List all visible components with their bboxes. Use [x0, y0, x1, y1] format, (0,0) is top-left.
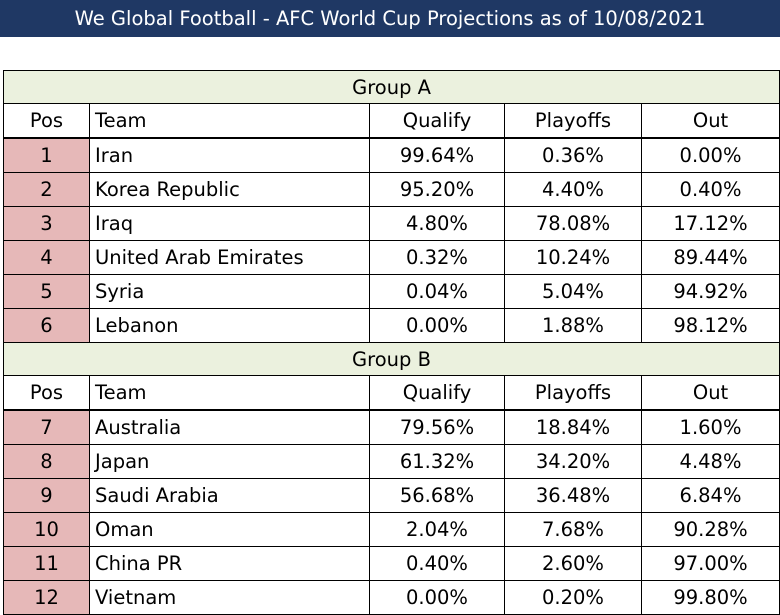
team-column-header: Team: [89, 375, 370, 411]
page-title: We Global Football - AFC World Cup Proje…: [0, 0, 780, 37]
table-row: 5 Syria 0.04% 5.04% 94.92%: [3, 274, 780, 309]
playoffs-cell: 5.04%: [504, 274, 642, 309]
out-cell: 0.00%: [640, 137, 780, 173]
team-cell: Syria: [89, 274, 370, 309]
out-cell: 1.60%: [640, 409, 780, 445]
playoffs-cell: 0.36%: [504, 137, 642, 173]
qualify-cell: 0.04%: [369, 274, 505, 309]
pos-cell: 2: [3, 172, 90, 207]
table-row: 2 Korea Republic 95.20% 4.40% 0.40%: [3, 172, 780, 207]
team-cell: Korea Republic: [89, 172, 370, 207]
group-name: Group B: [2, 342, 780, 376]
pos-cell: 6: [3, 308, 90, 343]
pos-cell: 10: [3, 512, 90, 547]
out-cell: 6.84%: [640, 478, 780, 513]
column-header-row: Pos Team Qualify Playoffs Out: [3, 375, 780, 411]
pos-column-header: Pos: [3, 103, 90, 139]
out-cell: 17.12%: [640, 206, 780, 241]
team-cell: Iraq: [89, 206, 370, 241]
pos-cell: 7: [3, 409, 90, 445]
playoffs-cell: 0.20%: [504, 580, 642, 615]
pos-cell: 1: [3, 137, 90, 173]
column-header-row: Pos Team Qualify Playoffs Out: [3, 103, 780, 139]
group-header-row: Group A: [2, 70, 780, 104]
qualify-cell: 56.68%: [369, 478, 505, 513]
out-cell: 89.44%: [640, 240, 780, 275]
playoffs-cell: 78.08%: [504, 206, 642, 241]
playoffs-cell: 10.24%: [504, 240, 642, 275]
team-cell: Japan: [89, 444, 370, 479]
pos-cell: 8: [3, 444, 90, 479]
group-name: Group A: [2, 70, 780, 104]
qualify-cell: 0.40%: [369, 546, 505, 581]
pos-cell: 9: [3, 478, 90, 513]
team-cell: China PR: [89, 546, 370, 581]
pos-cell: 4: [3, 240, 90, 275]
team-cell: Australia: [89, 409, 370, 445]
playoffs-cell: 18.84%: [504, 409, 642, 445]
playoffs-cell: 4.40%: [504, 172, 642, 207]
projections-table: Group A Pos Team Qualify Playoffs Out 1 …: [2, 70, 780, 615]
qualify-cell: 0.00%: [369, 308, 505, 343]
table-row: 9 Saudi Arabia 56.68% 36.48% 6.84%: [3, 478, 780, 513]
playoffs-cell: 36.48%: [504, 478, 642, 513]
out-cell: 98.12%: [640, 308, 780, 343]
playoffs-cell: 34.20%: [504, 444, 642, 479]
table-row: 3 Iraq 4.80% 78.08% 17.12%: [3, 206, 780, 241]
out-cell: 94.92%: [640, 274, 780, 309]
pos-column-header: Pos: [3, 375, 90, 411]
playoffs-cell: 7.68%: [504, 512, 642, 547]
pos-cell: 11: [3, 546, 90, 581]
qualify-cell: 61.32%: [369, 444, 505, 479]
qualify-cell: 95.20%: [369, 172, 505, 207]
qualify-cell: 79.56%: [369, 409, 505, 445]
qualify-column-header: Qualify: [369, 375, 505, 411]
team-cell: United Arab Emirates: [89, 240, 370, 275]
table-row: 8 Japan 61.32% 34.20% 4.48%: [3, 444, 780, 479]
table-row: 1 Iran 99.64% 0.36% 0.00%: [3, 137, 780, 173]
qualify-cell: 99.64%: [369, 137, 505, 173]
group-header-row: Group B: [2, 342, 780, 376]
pos-cell: 12: [3, 580, 90, 615]
playoffs-cell: 1.88%: [504, 308, 642, 343]
qualify-cell: 0.32%: [369, 240, 505, 275]
team-column-header: Team: [89, 103, 370, 139]
team-cell: Oman: [89, 512, 370, 547]
table-row: 12 Vietnam 0.00% 0.20% 99.80%: [3, 580, 780, 615]
pos-cell: 5: [3, 274, 90, 309]
playoffs-column-header: Playoffs: [504, 103, 642, 139]
out-column-header: Out: [640, 375, 780, 411]
out-cell: 90.28%: [640, 512, 780, 547]
team-cell: Saudi Arabia: [89, 478, 370, 513]
playoffs-cell: 2.60%: [504, 546, 642, 581]
qualify-cell: 4.80%: [369, 206, 505, 241]
qualify-column-header: Qualify: [369, 103, 505, 139]
team-cell: Lebanon: [89, 308, 370, 343]
out-cell: 4.48%: [640, 444, 780, 479]
out-column-header: Out: [640, 103, 780, 139]
table-row: 6 Lebanon 0.00% 1.88% 98.12%: [3, 308, 780, 343]
out-cell: 97.00%: [640, 546, 780, 581]
table-row: 7 Australia 79.56% 18.84% 1.60%: [3, 409, 780, 445]
table-row: 10 Oman 2.04% 7.68% 90.28%: [3, 512, 780, 547]
team-cell: Iran: [89, 137, 370, 173]
table-row: 11 China PR 0.40% 2.60% 97.00%: [3, 546, 780, 581]
playoffs-column-header: Playoffs: [504, 375, 642, 411]
team-cell: Vietnam: [89, 580, 370, 615]
table-row: 4 United Arab Emirates 0.32% 10.24% 89.4…: [3, 240, 780, 275]
qualify-cell: 0.00%: [369, 580, 505, 615]
pos-cell: 3: [3, 206, 90, 241]
qualify-cell: 2.04%: [369, 512, 505, 547]
out-cell: 99.80%: [640, 580, 780, 615]
out-cell: 0.40%: [640, 172, 780, 207]
